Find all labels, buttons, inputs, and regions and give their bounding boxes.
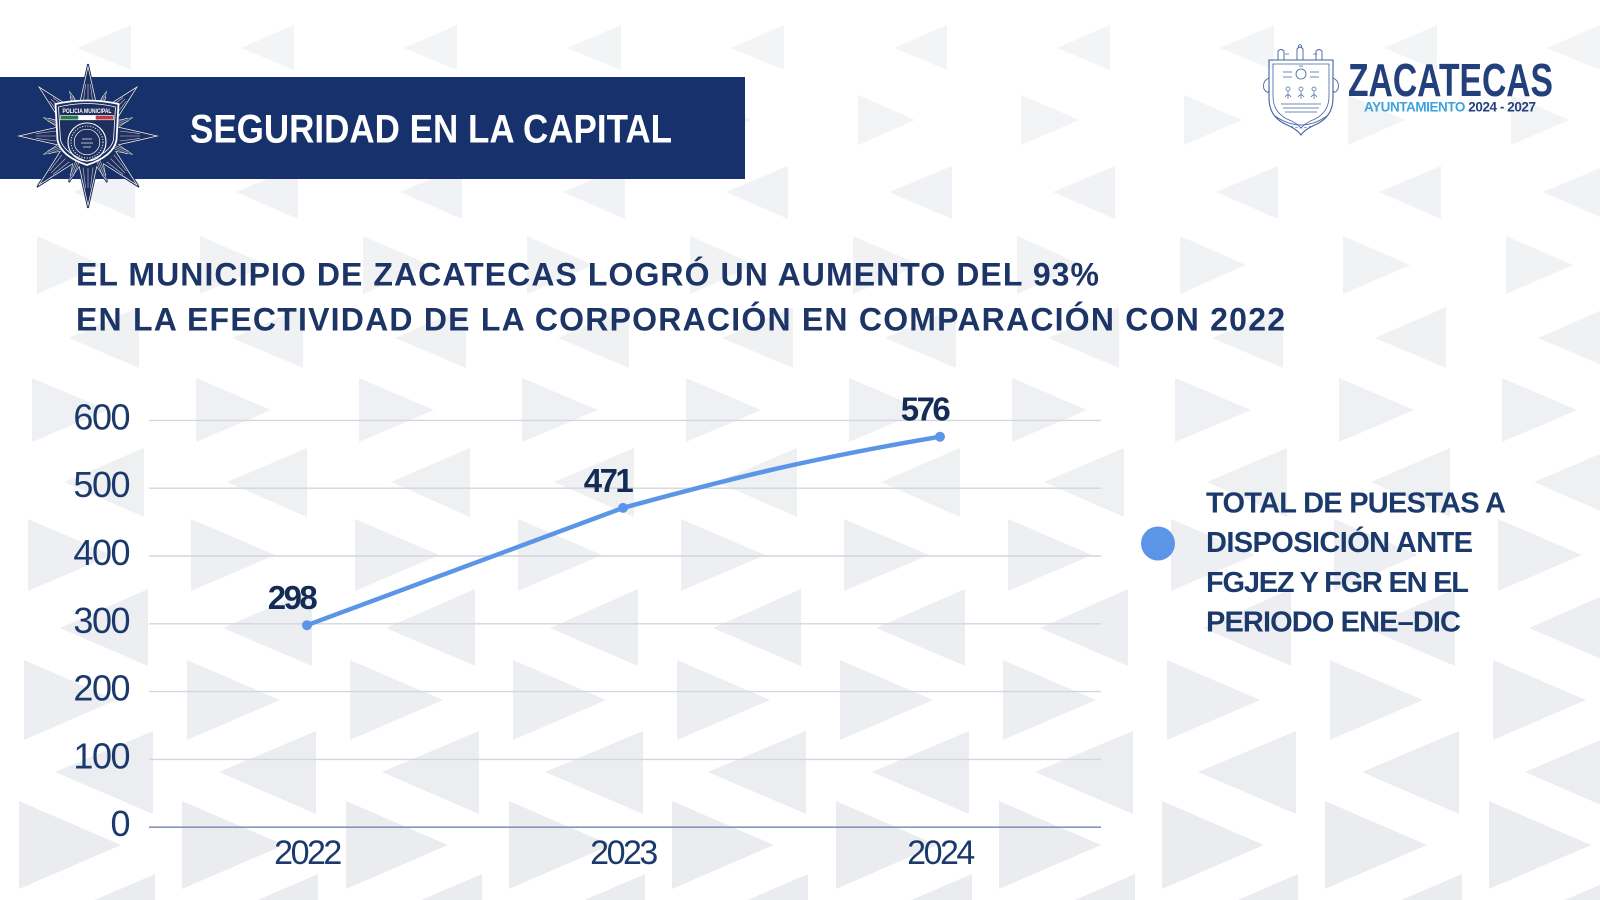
svg-text:AYUNTAMIENTO 2024 - 2027: AYUNTAMIENTO 2024 - 2027 bbox=[1364, 100, 1536, 115]
svg-text:PERIODO ENE–DIC: PERIODO ENE–DIC bbox=[1206, 607, 1461, 639]
svg-text:576: 576 bbox=[901, 391, 951, 428]
svg-text:DISPOSICIÓN ANTE: DISPOSICIÓN ANTE bbox=[1206, 525, 1473, 559]
svg-text:ZACATECAS: ZACATECAS bbox=[1348, 54, 1553, 106]
svg-text:EN LA EFECTIVIDAD DE LA CORPOR: EN LA EFECTIVIDAD DE LA CORPORACIÓN EN C… bbox=[76, 301, 1285, 337]
svg-text:100: 100 bbox=[73, 735, 129, 776]
svg-text:0: 0 bbox=[110, 803, 129, 844]
svg-text:2023: 2023 bbox=[590, 834, 657, 872]
svg-text:SEGURIDAD EN LA CAPITAL: SEGURIDAD EN LA CAPITAL bbox=[190, 108, 672, 152]
svg-text:POLICIA MUNICIPAL: POLICIA MUNICIPAL bbox=[63, 109, 112, 115]
svg-text:EL MUNICIPIO DE ZACATECAS LOGR: EL MUNICIPIO DE ZACATECAS LOGRÓ UN AUMEN… bbox=[76, 256, 1099, 292]
svg-text:600: 600 bbox=[73, 396, 129, 437]
svg-text:298: 298 bbox=[268, 579, 318, 616]
svg-text:500: 500 bbox=[73, 464, 129, 505]
svg-text:2024: 2024 bbox=[907, 834, 974, 872]
svg-text:200: 200 bbox=[73, 668, 129, 709]
svg-text:TOTAL DE PUESTAS A: TOTAL DE PUESTAS A bbox=[1206, 488, 1506, 520]
svg-text:400: 400 bbox=[73, 532, 129, 573]
svg-text:300: 300 bbox=[73, 600, 129, 641]
svg-text:471: 471 bbox=[584, 462, 634, 499]
svg-text:2022: 2022 bbox=[274, 834, 341, 872]
svg-text:FGJEZ Y FGR EN EL: FGJEZ Y FGR EN EL bbox=[1206, 567, 1469, 599]
